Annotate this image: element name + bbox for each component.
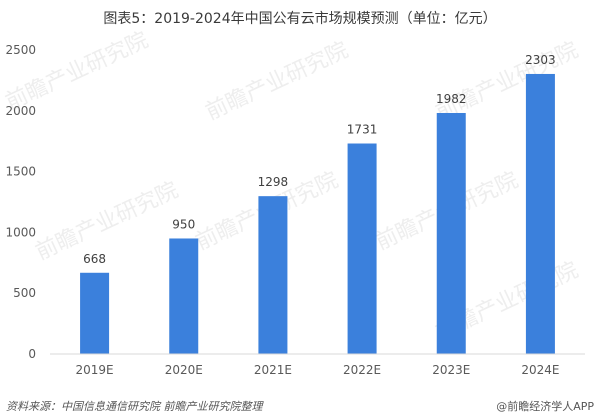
x-tick-label: 2019E (76, 363, 114, 377)
data-label: 1298 (258, 175, 289, 189)
y-tick-label: 1500 (5, 165, 36, 179)
chart-title: 图表5：2019-2024年中国公有云市场规模预测（单位：亿元） (103, 11, 497, 27)
y-tick-label: 0 (28, 347, 36, 361)
watermark-logo: 前瞻产业研究院 (202, 37, 352, 125)
x-axis: 2019E 2020E 2021E 2022E 2023E 2024E (50, 353, 585, 377)
x-tick-label: 2021E (254, 363, 292, 377)
x-tick-label: 2022E (343, 363, 381, 377)
watermark-logo: 前瞻产业研究院 (32, 177, 182, 265)
data-label: 2303 (525, 53, 556, 67)
y-tick-label: 500 (13, 286, 36, 300)
data-label: 668 (83, 252, 106, 266)
bars-layer: 668 950 1298 1731 1982 2303 (80, 53, 556, 354)
data-label: 1982 (436, 92, 467, 106)
credit-note: @前瞻经济学人APP (496, 400, 594, 413)
source-note: 资料来源：中国信息通信研究院 前瞻产业研究院整理 (6, 400, 263, 413)
y-tick-label: 2000 (5, 104, 36, 118)
bar (347, 143, 377, 354)
x-tick-label: 2023E (432, 363, 470, 377)
y-tick-label: 1000 (5, 225, 36, 239)
watermark-logo: 前瞻产业研究院 (432, 37, 582, 125)
y-axis: 0 500 1000 1500 2000 2500 (5, 43, 36, 361)
bar (525, 73, 555, 354)
x-tick-label: 2020E (165, 363, 203, 377)
data-label: 950 (172, 217, 195, 231)
watermark-logo: 前瞻产业研究院 (2, 27, 152, 115)
y-tick-label: 2500 (5, 43, 36, 57)
x-tick-label: 2024E (521, 363, 559, 377)
footer: 资料来源：中国信息通信研究院 前瞻产业研究院整理 @前瞻经济学人APP (0, 398, 600, 416)
bar (80, 272, 110, 354)
data-label: 1731 (347, 123, 378, 137)
bar (258, 196, 288, 354)
bar (436, 112, 466, 354)
bar (169, 238, 199, 354)
